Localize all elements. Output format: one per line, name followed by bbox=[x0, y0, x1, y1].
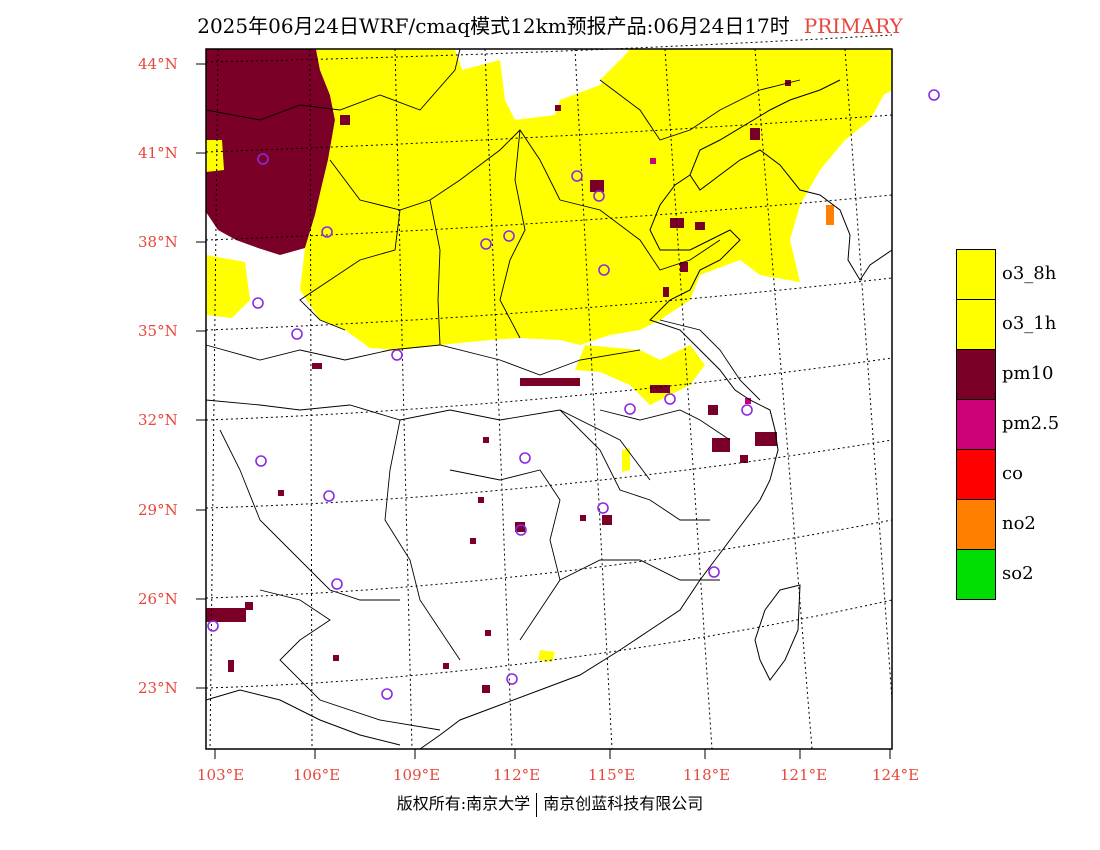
lat-label-35: 35°N bbox=[138, 322, 178, 340]
lon-label-124: 124°E bbox=[872, 766, 920, 784]
lat-label-38: 38°N bbox=[138, 233, 178, 251]
pm10-region-northwest bbox=[206, 49, 335, 255]
copyright-right: 南京创蓝科技有限公司 bbox=[543, 794, 704, 813]
lat-label-32: 32°N bbox=[138, 411, 178, 429]
axis-ticks bbox=[196, 63, 891, 759]
legend-swatch bbox=[956, 299, 996, 350]
lat-label-26: 26°N bbox=[138, 590, 178, 608]
lat-label-44: 44°N bbox=[138, 55, 178, 73]
pm10-scattered-cells bbox=[206, 80, 791, 693]
copyright-left: 版权所有:南京大学 bbox=[396, 794, 531, 813]
legend-swatch bbox=[956, 249, 996, 300]
pm25-cell bbox=[745, 398, 751, 404]
legend-swatch bbox=[956, 399, 996, 450]
title-main: 2025年06月24日WRF/cmaq模式12km预报产品:06月24日17时 bbox=[197, 14, 790, 38]
legend-label: pm2.5 bbox=[1002, 413, 1060, 434]
legend-swatch bbox=[956, 549, 996, 600]
title-primary-tag: PRIMARY bbox=[803, 14, 903, 38]
no2-cell bbox=[826, 205, 834, 225]
graticule bbox=[205, 34, 893, 750]
lon-label-118: 118°E bbox=[683, 766, 731, 784]
lon-label-121: 121°E bbox=[780, 766, 828, 784]
lat-label-41: 41°N bbox=[138, 144, 178, 162]
station-markers bbox=[207, 89, 940, 700]
other-pollutant-cells bbox=[650, 158, 834, 404]
lon-label-115: 115°E bbox=[588, 766, 636, 784]
map-frame-border bbox=[205, 48, 893, 750]
lat-label-23: 23°N bbox=[138, 679, 178, 697]
lon-label-103: 103°E bbox=[197, 766, 245, 784]
province-boundaries bbox=[205, 48, 801, 731]
legend-label: o3_8h bbox=[1002, 263, 1057, 284]
coastline bbox=[205, 79, 893, 750]
legend-swatch bbox=[956, 499, 996, 550]
legend-label: so2 bbox=[1002, 563, 1034, 584]
lon-label-109: 109°E bbox=[393, 766, 441, 784]
lon-label-112: 112°E bbox=[493, 766, 541, 784]
legend-swatch bbox=[956, 449, 996, 500]
legend-label: no2 bbox=[1002, 513, 1036, 534]
legend-label: co bbox=[1002, 463, 1023, 484]
lon-label-106: 106°E bbox=[293, 766, 341, 784]
lat-label-29: 29°N bbox=[138, 501, 178, 519]
legend-label: o3_1h bbox=[1002, 313, 1057, 334]
pm25-cell bbox=[650, 158, 656, 164]
legend-label: pm10 bbox=[1002, 363, 1054, 384]
copyright-divider bbox=[536, 792, 538, 817]
copyright-footer: 版权所有:南京大学 南京创蓝科技有限公司 bbox=[0, 790, 1100, 817]
map-title: 2025年06月24日WRF/cmaq模式12km预报产品:06月24日17时 P… bbox=[0, 10, 1100, 39]
legend-swatch bbox=[956, 349, 996, 400]
